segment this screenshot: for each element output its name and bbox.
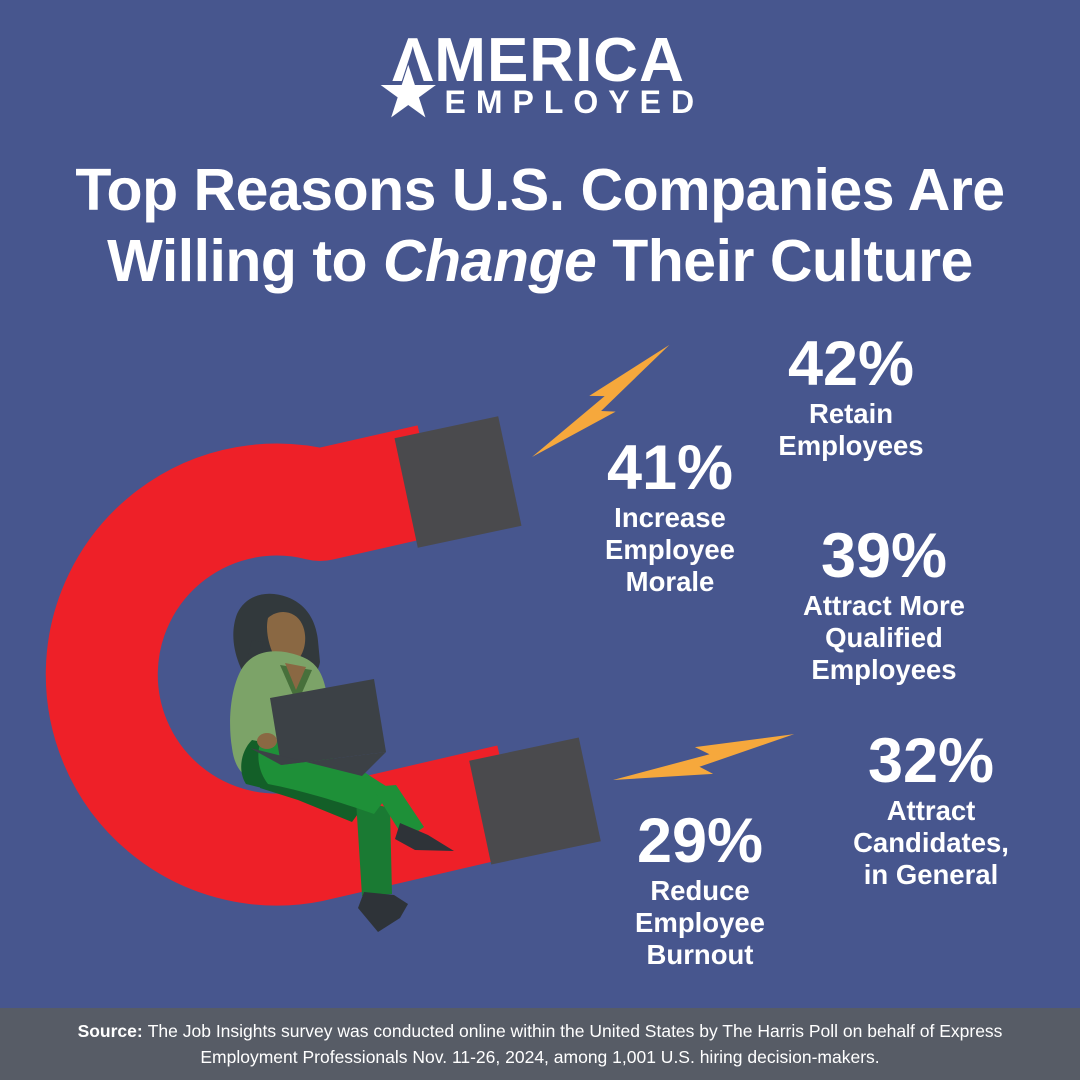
source-footer: Source: The Job Insights survey was condu… xyxy=(0,1008,1080,1080)
stat-label: Reduce Employee Burnout xyxy=(635,875,765,971)
woman-illustration xyxy=(230,593,454,932)
woman-shin-far xyxy=(356,800,392,896)
source-line-1: Source: The Job Insights survey was condu… xyxy=(78,1018,1003,1044)
stat-label: Increase Employee Morale xyxy=(605,502,735,598)
title-line2-before: Willing to xyxy=(107,227,383,294)
stat-value: 32% xyxy=(867,726,995,796)
woman-shoe-near xyxy=(395,823,454,851)
stat-value: 29% xyxy=(636,806,764,876)
stat-value: 39% xyxy=(820,521,948,591)
stat-value: 41% xyxy=(606,433,734,503)
magnet-tip-bottom-icon xyxy=(469,737,601,865)
stat-attract-qualified-employees: 39% Attract More Qualified Employees xyxy=(803,525,965,687)
woman-hand xyxy=(257,733,277,749)
stat-increase-employee-morale: 41% Increase Employee Morale xyxy=(605,437,735,599)
lightning-bolt-top-icon xyxy=(532,344,670,457)
stat-reduce-employee-burnout: 29% Reduce Employee Burnout xyxy=(635,810,765,972)
stat-label: Retain Employees xyxy=(778,398,924,462)
logo: ΛMERICA ★ EMPLOYED xyxy=(0,26,1080,134)
logo-america-text: ΛMERICA xyxy=(391,26,685,95)
stat-label: Attract More Qualified Employees xyxy=(803,590,965,686)
stat-attract-candidates: 32% Attract Candidates, in General xyxy=(853,730,1009,892)
source-line-2: Employment Professionals Nov. 11-26, 202… xyxy=(200,1047,880,1067)
title-line2-italic: Change xyxy=(382,227,597,294)
magnet-icon xyxy=(45,425,523,906)
stat-retain-employees: 42% Retain Employees xyxy=(778,333,923,462)
title-line-1: Top Reasons U.S. Companies Are xyxy=(75,157,1005,223)
source-label: Source: xyxy=(77,1020,143,1041)
logo-employed-text: EMPLOYED xyxy=(444,84,705,121)
laptop-screen-icon xyxy=(270,679,386,765)
woman-chest xyxy=(285,663,306,690)
title-line2-after: Their Culture xyxy=(596,227,973,294)
woman-shin-near xyxy=(372,785,424,840)
lightning-bolt-bottom-icon xyxy=(613,734,795,780)
source-line1-text: The Job Insights survey was conducted on… xyxy=(147,1020,1003,1041)
stat-value: 42% xyxy=(787,329,915,399)
woman-shoe-far xyxy=(358,892,408,932)
magnet-tip-top-icon xyxy=(394,416,522,548)
title-line-2: Willing to Change Their Culture xyxy=(0,226,1080,297)
laptop-base-icon xyxy=(250,748,386,776)
stat-label: Attract Candidates, in General xyxy=(853,795,1009,891)
source-text: Source: The Job Insights survey was condu… xyxy=(78,1018,1003,1071)
star-icon: ★ xyxy=(375,50,441,134)
page-title: Top Reasons U.S. Companies Are Willing t… xyxy=(0,155,1080,297)
